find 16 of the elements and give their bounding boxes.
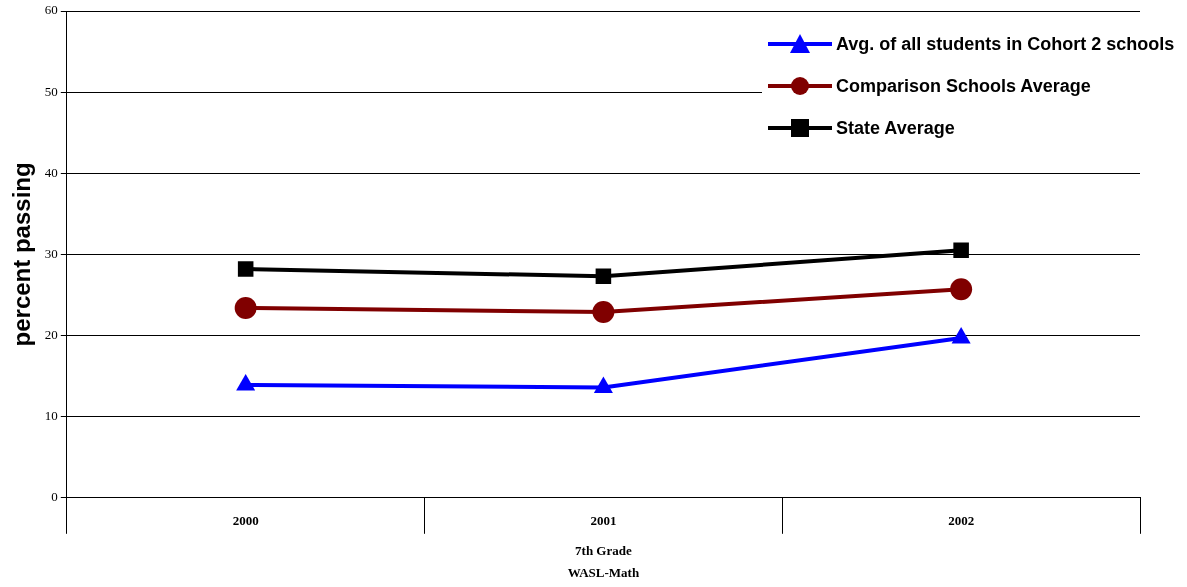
x-tick-label: 2000 [232, 512, 259, 528]
y-tick-label: 60 [44, 2, 58, 18]
x-tick-label: 2001 [590, 512, 617, 528]
y-tick-label: 50 [44, 83, 58, 99]
y-tick-label: 10 [44, 408, 58, 424]
y-tick-label: 40 [44, 164, 58, 180]
legend-label: Avg. of all students in Cohort 2 schools [836, 33, 1175, 55]
x-axis-title: 7th Grade [575, 542, 632, 558]
x-tick-label: 2002 [948, 512, 975, 528]
text: WASL-Math [567, 565, 640, 581]
legend-label: Comparison Schools Average [836, 75, 1091, 97]
y-axis-title: percent passing [8, 162, 36, 347]
y-tick-label: 30 [44, 245, 58, 261]
legend-label: State Average [836, 117, 955, 139]
y-tick-label: 0 [51, 489, 58, 505]
y-tick-label: 20 [44, 326, 58, 342]
